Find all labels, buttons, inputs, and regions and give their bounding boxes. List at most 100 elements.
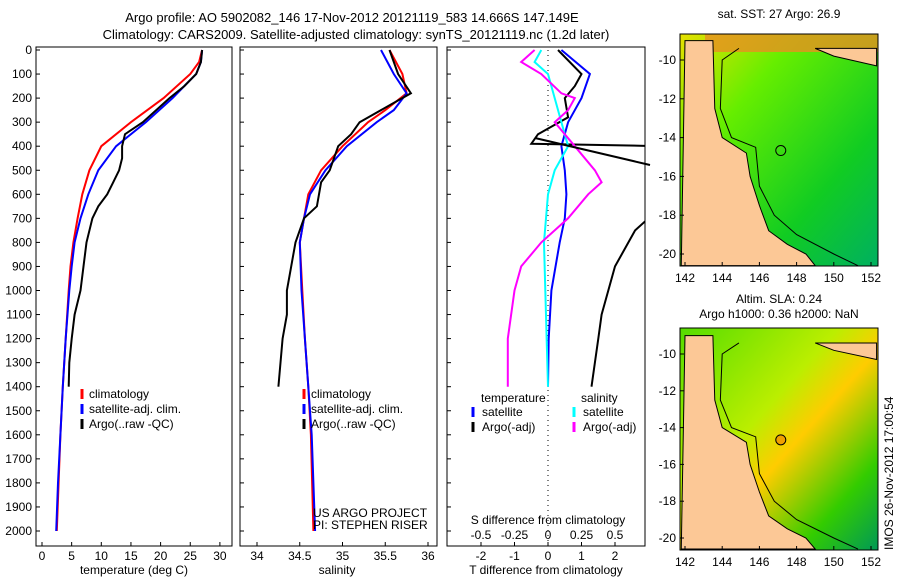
depth-tick-label: 1800 <box>5 476 32 490</box>
bathymetry-contour <box>719 342 859 550</box>
lon-tick-label: 152 <box>861 271 881 285</box>
lat-tick-label: -14 <box>659 421 677 435</box>
legend-label: Argo(..raw -QC) <box>89 417 174 431</box>
depth-tick-label: 1400 <box>5 380 32 394</box>
pi-annotation: PI: STEPHEN RISER <box>313 518 428 532</box>
legend-label: Argo(..raw -QC) <box>311 417 396 431</box>
sla-map-subtitle: Argo h1000: 0.36 h2000: NaN <box>699 307 858 321</box>
plots-group: 0100200300400500600700800900100011001200… <box>5 33 881 569</box>
series-line-t-argo-adj- <box>529 49 645 387</box>
lat-tick-label: -20 <box>659 531 677 545</box>
depth-tick-label: 100 <box>12 67 32 81</box>
warm-band <box>705 34 878 52</box>
title-line1: Argo profile: AO 5902082_146 17-Nov-2012… <box>125 10 579 25</box>
lon-tick-label: 144 <box>712 555 732 569</box>
x-tick-label: 15 <box>124 549 138 563</box>
x-tick-label: -2 <box>476 549 487 563</box>
series-line-t-satellite <box>547 49 592 387</box>
series-line-s-satellite <box>533 49 570 387</box>
depth-tick-label: 1000 <box>5 284 32 298</box>
series-line-argo-raw-qc- <box>277 49 413 387</box>
x-tick-label: 34 <box>250 549 264 563</box>
lat-tick-label: -10 <box>659 347 677 361</box>
x-tick-label: 34.5 <box>288 549 312 563</box>
depth-tick-label: 1500 <box>5 404 32 418</box>
legend-label: Argo(-adj) <box>583 420 636 434</box>
lon-tick-label: 144 <box>712 271 732 285</box>
x-tick-label: 1 <box>578 549 585 563</box>
lat-tick-label: -16 <box>659 169 677 183</box>
legend-title-salinity: salinity <box>581 391 618 405</box>
legend-label: climatology <box>89 387 149 401</box>
legend-label: satellite <box>583 405 624 419</box>
sla-map: 142 144 146 148 150 152 -10 -12 -14 -16 -18 -20 <box>659 327 881 569</box>
pointer-line <box>534 137 651 166</box>
series-line-s-argo-adj- <box>506 49 603 387</box>
depth-tick-label: 1100 <box>6 308 32 322</box>
panel-frame-difference <box>446 46 646 547</box>
x-tick-label: 2 <box>612 549 619 563</box>
lat-tick-label: -12 <box>659 384 677 398</box>
depth-tick-label: 1600 <box>5 428 32 442</box>
series-group-temperature <box>55 49 204 532</box>
lat-tick-label: -12 <box>659 92 677 106</box>
salinity-xlabel: salinity <box>319 563 356 577</box>
x-tick-label: -1 <box>509 549 520 563</box>
series-line-satellite-adj-clim- <box>298 49 408 532</box>
series-group-difference <box>506 49 645 387</box>
argo-float-marker <box>775 434 787 446</box>
x-tick-label: 25 <box>184 549 198 563</box>
tdiff-xlabel: T difference from climatology <box>469 563 623 577</box>
x-tick-label: 20 <box>154 549 168 563</box>
depth-tick-label: 600 <box>12 187 32 201</box>
x-tick-label: 30 <box>213 549 227 563</box>
depth-tick-label: 900 <box>12 259 32 273</box>
lon-tick-label: 150 <box>824 555 844 569</box>
s-diff-tick-label: 0.25 <box>570 528 594 542</box>
x-tick-label: 35 <box>336 549 350 563</box>
x-tick-label: 10 <box>95 549 109 563</box>
depth-tick-label: 500 <box>12 163 32 177</box>
bathymetry-contour <box>719 47 859 267</box>
lat-tick-label: -14 <box>659 131 677 145</box>
lon-tick-label: 146 <box>749 555 769 569</box>
land-mass <box>680 335 817 550</box>
depth-tick-label: 1200 <box>5 332 32 346</box>
x-tick-label: 36 <box>421 549 435 563</box>
papua-land <box>815 47 878 67</box>
series-group-salinity <box>277 49 413 532</box>
series-line-climatology <box>298 49 408 532</box>
lat-tick-label: -16 <box>659 457 677 471</box>
sst-map: 142 144 146 148 150 152 -10 -12 -14 -16 -18 -20 <box>659 33 881 285</box>
depth-tick-label: 800 <box>12 235 32 249</box>
sla-map-title: Altim. SLA: 0.24 <box>736 292 822 306</box>
depth-tick-label: 1900 <box>5 500 32 514</box>
series-line-argo-raw-qc- <box>67 49 204 387</box>
s-diff-tick-label: -0.25 <box>501 528 529 542</box>
x-tick-label: 0 <box>545 549 552 563</box>
map-frame <box>679 327 879 551</box>
s-diff-tick-label: 0 <box>545 528 552 542</box>
lon-tick-label: 152 <box>861 555 881 569</box>
depth-tick-label: 1300 <box>5 356 32 370</box>
lat-tick-label: -18 <box>659 208 677 222</box>
sst-map-title: sat. SST: 27 Argo: 26.9 <box>718 7 841 21</box>
imos-footer: IMOS 26-Nov-2012 17:00:54 <box>882 396 896 550</box>
legend-label: Argo(-adj) <box>482 420 535 434</box>
legend-label: satellite <box>482 405 523 419</box>
lon-tick-label: 148 <box>787 271 807 285</box>
x-tick-label: 0 <box>39 549 46 563</box>
series-line-climatology <box>55 49 204 532</box>
legend-label: satellite-adj. clim. <box>311 402 403 416</box>
depth-tick-label: 2000 <box>5 524 32 538</box>
lon-tick-label: 142 <box>675 271 695 285</box>
s-diff-tick-label: -0.5 <box>471 528 492 542</box>
panel-frame-salinity <box>239 46 438 547</box>
lon-tick-label: 148 <box>787 555 807 569</box>
panel-frame-temperature <box>35 46 233 547</box>
lat-tick-label: -10 <box>659 53 677 67</box>
depth-tick-label: 0 <box>25 43 32 57</box>
depth-tick-label: 200 <box>12 91 32 105</box>
lon-tick-label: 142 <box>675 555 695 569</box>
